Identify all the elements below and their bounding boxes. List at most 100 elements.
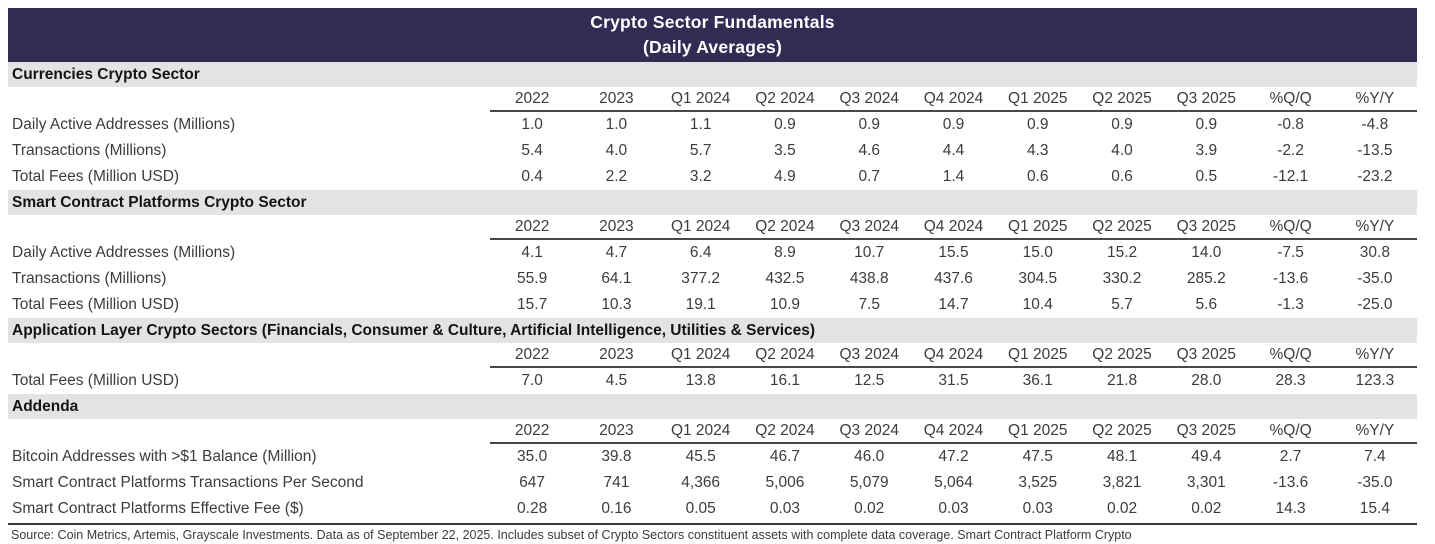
section-header: Smart Contract Platforms Crypto Sector	[8, 190, 1417, 215]
data-cell: 4.5	[605, 372, 628, 389]
column-header: Q2 2025	[1079, 90, 1165, 112]
data-cell: 35.0	[517, 448, 548, 465]
table-row: Smart Contract Platforms Transactions Pe…	[8, 470, 1417, 496]
column-header: Q4 2024	[911, 218, 996, 240]
data-cell: 0.02	[854, 500, 885, 517]
data-cell: 14.3	[1275, 500, 1306, 517]
table-row: Transactions (Millions) 55.9 64.1 377.2 432.…	[8, 266, 1417, 292]
column-header-row: 2022 2023 Q1 2024 Q2 2024 Q3 2024 Q4 2024 Q1 2…	[8, 343, 1417, 368]
data-cell: 5.7	[1111, 296, 1133, 313]
data-cell: 741	[603, 474, 630, 491]
data-cell: 5.4	[521, 142, 543, 159]
data-cell: 10.4	[1022, 296, 1053, 313]
row-label: Total Fees (Million USD)	[12, 372, 180, 389]
data-cell: 15.2	[1106, 244, 1138, 261]
column-header: Q3 2024	[827, 346, 912, 368]
data-cell: 4,366	[681, 474, 721, 491]
data-cell: 0.03	[1022, 500, 1053, 517]
data-cell: 30.8	[1359, 244, 1390, 261]
data-cell: 0.9	[858, 116, 880, 133]
data-cell: 21.8	[1106, 372, 1138, 389]
column-header-row: 2022 2023 Q1 2024 Q2 2024 Q3 2024 Q4 2024 Q1 2…	[8, 215, 1417, 240]
data-cell: 0.9	[942, 116, 965, 133]
column-header: %Y/Y	[1332, 218, 1417, 240]
table-row: Total Fees (Million USD) 0.4 2.2 3.2 4.9 0.7 1…	[8, 164, 1417, 190]
table-row: Daily Active Addresses (Millions) 1.0 1.0 1…	[8, 112, 1417, 138]
data-cell: 6.4	[689, 244, 712, 261]
data-cell: 14.7	[938, 296, 969, 313]
column-header: Q1 2025	[995, 90, 1080, 112]
table-row: Transactions (Millions) 5.4 4.0 5.7 3.5 4.6 4.…	[8, 138, 1417, 164]
row-label: Transactions (Millions)	[12, 142, 167, 159]
data-cell: 31.5	[938, 372, 969, 389]
data-cell: -35.0	[1357, 474, 1393, 491]
data-cell: 432.5	[765, 270, 805, 287]
data-cell: -1.3	[1277, 296, 1304, 313]
title-line-1: Crypto Sector Fundamentals	[590, 12, 835, 32]
data-cell: 0.9	[1111, 116, 1133, 133]
data-cell: 438.8	[849, 270, 889, 287]
data-cell: 5.7	[689, 142, 712, 159]
title-banner: Crypto Sector Fundamentals (Daily Averag…	[8, 8, 1417, 62]
data-cell: 0.28	[517, 500, 548, 517]
data-cell: 1.1	[689, 116, 712, 133]
data-cell: 330.2	[1102, 270, 1142, 287]
row-label: Daily Active Addresses (Millions)	[12, 116, 236, 133]
table-row: Daily Active Addresses (Millions) 4.1 4.7 6…	[8, 240, 1417, 266]
column-header: Q3 2025	[1164, 90, 1249, 112]
data-cell: 0.6	[1111, 168, 1133, 185]
data-cell: 12.5	[854, 372, 885, 389]
column-header: Q3 2025	[1164, 422, 1249, 444]
row-label: Bitcoin Addresses with >$1 Balance (Mill…	[12, 448, 317, 465]
column-header: Q4 2024	[911, 346, 996, 368]
fundamentals-table: Currencies Crypto Sector 2022 2023 Q1 2024 Q…	[8, 62, 1417, 522]
row-label: Transactions (Millions)	[12, 270, 167, 287]
data-cell: 4.6	[858, 142, 880, 159]
data-cell: 4.1	[521, 244, 543, 261]
table-row: Bitcoin Addresses with >$1 Balance (Mill…	[8, 444, 1417, 470]
data-cell: 64.1	[601, 270, 632, 287]
data-cell: 5.6	[1195, 296, 1218, 313]
data-cell: 377.2	[681, 270, 721, 287]
column-header: %Y/Y	[1332, 90, 1417, 112]
data-cell: -23.2	[1357, 168, 1393, 185]
column-header: Q2 2024	[742, 346, 828, 368]
data-cell: 10.9	[769, 296, 801, 313]
data-cell: 46.0	[854, 448, 885, 465]
data-cell: 1.4	[942, 168, 965, 185]
data-cell: 15.0	[1022, 244, 1053, 261]
section-header: Addenda	[8, 394, 1417, 419]
data-cell: 39.8	[601, 448, 632, 465]
row-label: Total Fees (Million USD)	[12, 168, 180, 185]
data-cell: 0.9	[774, 116, 796, 133]
row-label: Smart Contract Platforms Transactions Pe…	[12, 474, 364, 491]
data-cell: 4.0	[605, 142, 628, 159]
data-cell: 7.5	[858, 296, 880, 313]
column-header: 2023	[574, 422, 659, 444]
data-cell: 4.9	[774, 168, 796, 185]
table-row: Total Fees (Million USD) 15.7 10.3 19.1 10.9…	[8, 292, 1417, 318]
data-cell: 0.6	[1026, 168, 1049, 185]
column-header: Q2 2025	[1079, 346, 1165, 368]
column-header: 2023	[574, 346, 659, 368]
column-header: Q2 2024	[742, 422, 828, 444]
data-cell: 14.0	[1191, 244, 1222, 261]
data-cell: -12.1	[1272, 168, 1309, 185]
column-header: Q2 2024	[742, 218, 828, 240]
data-cell: 3,821	[1102, 474, 1142, 491]
source-note: Source: Coin Metrics, Artemis, Grayscale…	[11, 528, 1132, 542]
data-cell: 0.05	[685, 500, 716, 517]
data-cell: -4.8	[1361, 116, 1389, 133]
data-cell: 10.7	[854, 244, 885, 261]
column-header: Q2 2025	[1079, 422, 1165, 444]
data-cell: 2.2	[605, 168, 628, 185]
data-cell: 0.7	[858, 168, 880, 185]
column-header: Q2 2024	[742, 90, 828, 112]
data-cell: 47.5	[1022, 448, 1053, 465]
column-header: Q1 2025	[995, 422, 1080, 444]
data-cell: 0.4	[521, 168, 543, 185]
data-cell: 45.5	[685, 448, 716, 465]
data-cell: -13.6	[1272, 474, 1309, 491]
data-cell: 19.1	[685, 296, 716, 313]
data-cell: 3,525	[1018, 474, 1058, 491]
